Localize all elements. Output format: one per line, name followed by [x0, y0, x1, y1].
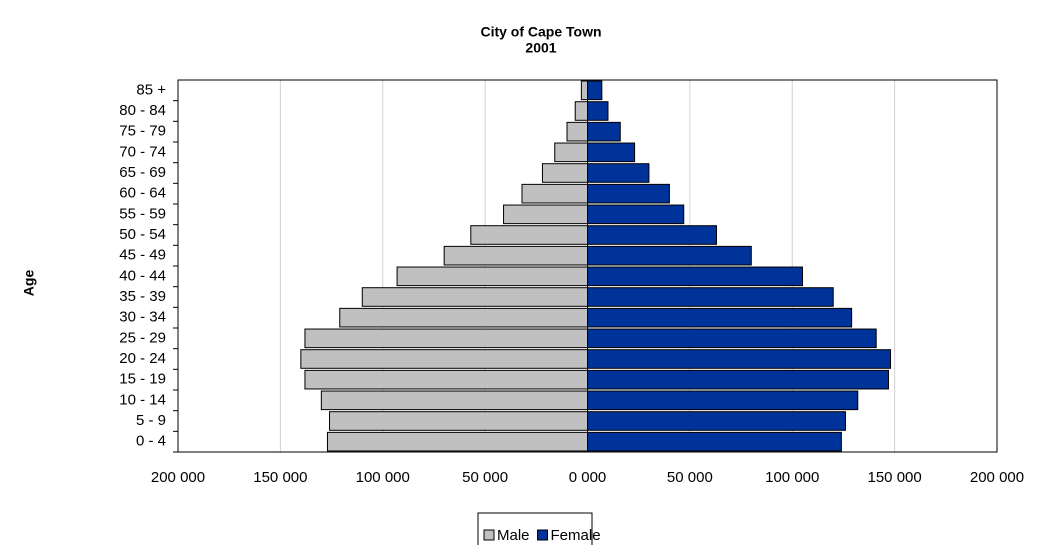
bar [587, 328, 877, 349]
x-tick-label: 150 000 [868, 469, 922, 486]
bar [587, 142, 636, 163]
y-axis-label: Age [21, 270, 37, 297]
bar [587, 287, 834, 307]
x-tick-label: 100 000 [765, 469, 819, 486]
bar [580, 80, 588, 101]
y-tick-label: 40 - 44 [119, 267, 166, 284]
legend-label: Male [497, 527, 530, 544]
bar [396, 266, 588, 287]
y-tick-label: 5 - 9 [136, 412, 166, 429]
bar [554, 142, 588, 163]
bar [587, 411, 846, 431]
x-tick-label: 200 000 [970, 469, 1024, 486]
bar [521, 183, 588, 204]
bar [329, 411, 588, 431]
legend-box [477, 512, 593, 545]
bar [587, 163, 650, 183]
x-tick-label: 150 000 [253, 469, 307, 486]
bar [587, 390, 859, 411]
y-tick-label: 10 - 14 [119, 391, 166, 408]
y-tick-label: 30 - 34 [119, 309, 166, 326]
legend: Male Female [477, 512, 601, 545]
bar [320, 390, 588, 411]
y-tick-label: 85 + [136, 81, 166, 98]
y-tick-label: 70 - 74 [119, 143, 166, 160]
plot-border [177, 79, 998, 453]
bar [304, 328, 588, 349]
y-tick-label: 35 - 39 [119, 288, 166, 305]
legend-swatch [483, 529, 495, 541]
bar [443, 245, 588, 266]
bar [361, 287, 588, 307]
bar [587, 204, 685, 225]
x-tick-label: 100 000 [356, 469, 410, 486]
y-tick-label: 80 - 84 [119, 102, 166, 119]
bar [587, 225, 717, 245]
x-tick-label: 50 000 [462, 469, 508, 486]
y-tick-label: 15 - 19 [119, 371, 166, 388]
y-tick-label: 60 - 64 [119, 185, 166, 202]
y-tick-label: 0 - 4 [136, 433, 166, 450]
bar [587, 307, 853, 328]
y-tick-label: 75 - 79 [119, 123, 166, 140]
y-tick-label: 25 - 29 [119, 329, 166, 346]
y-tick-label: 55 - 59 [119, 205, 166, 222]
bar [587, 245, 752, 266]
bar [587, 266, 803, 287]
bar [574, 101, 589, 121]
bar [587, 121, 621, 142]
y-tick-label: 20 - 24 [119, 350, 166, 367]
bar [503, 204, 588, 225]
chart-subtitle: 2001 [525, 40, 556, 56]
bar [470, 225, 589, 245]
chart-title: City of Cape Town [480, 24, 601, 40]
y-tick-label: 45 - 49 [119, 247, 166, 264]
bar [587, 101, 609, 121]
bar [300, 349, 588, 369]
bar [587, 431, 842, 452]
bar [587, 183, 670, 204]
x-tick-label: 200 000 [151, 469, 205, 486]
bar [587, 80, 603, 101]
x-tick-label: 0 000 [569, 469, 607, 486]
bar [304, 369, 588, 390]
bar [566, 121, 589, 142]
bar [326, 431, 588, 452]
x-tick-label: 50 000 [667, 469, 713, 486]
bar [541, 163, 589, 183]
legend-label: Female [551, 527, 601, 544]
y-tick-label: 50 - 54 [119, 226, 166, 243]
bar [587, 369, 889, 390]
bar [587, 349, 892, 369]
legend-swatch [537, 529, 549, 541]
y-tick-label: 65 - 69 [119, 164, 166, 181]
bar [339, 307, 588, 328]
